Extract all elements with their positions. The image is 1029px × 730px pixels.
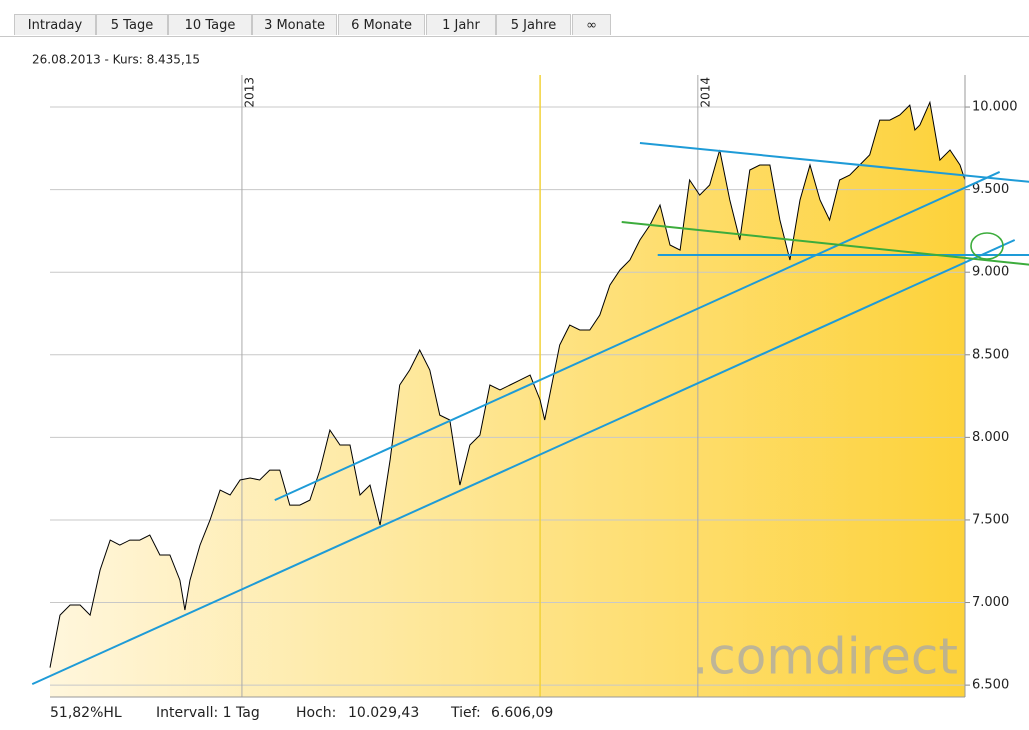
y-tick-label: 7.000 — [972, 595, 1009, 610]
annotation-circle — [970, 232, 1004, 260]
tab-bar: Intraday 5 Tage 10 Tage 3 Monate 6 Monate 1 J… — [0, 0, 1029, 37]
footer-range: 51,82%HL — [50, 705, 122, 721]
price-line — [49, 100, 966, 668]
footer-high: 10.029,43 — [348, 705, 419, 721]
tab[interactable]: 1 Jahr — [426, 14, 496, 35]
footer-low: 6.606,09 — [491, 705, 553, 721]
y-tick-label: 7.500 — [972, 512, 1009, 527]
trendline — [274, 171, 1001, 502]
trendline — [639, 142, 1029, 183]
trendline — [621, 220, 1029, 266]
x-tick-label: 2014 — [698, 77, 712, 108]
footer-high-label: Hoch: — [296, 705, 336, 721]
footer-interval: Intervall: 1 Tag — [156, 705, 260, 721]
trendline — [31, 239, 1016, 686]
watermark: .comdirect — [692, 628, 958, 686]
tab[interactable]: 3 Monate — [252, 14, 337, 35]
tab[interactable]: 10 Tage — [168, 14, 252, 35]
header: 26.08.2013 - Kurs: 8.435,15 — [32, 53, 200, 67]
y-tick-label: 8.000 — [972, 430, 1009, 445]
tab[interactable]: 5 Tage — [96, 14, 168, 35]
x-tick-label: 2013 — [242, 77, 256, 108]
y-tick-label: 6.500 — [972, 678, 1009, 693]
y-tick-label: 9.500 — [972, 182, 1009, 197]
footer-low-label: Tief: — [450, 705, 481, 721]
tab[interactable]: 5 Jahre — [496, 14, 571, 35]
tab[interactable]: ∞ — [572, 14, 611, 35]
y-tick-label: 8.500 — [972, 347, 1009, 362]
y-tick-label: 10.000 — [972, 100, 1018, 115]
y-tick-label: 9.000 — [972, 265, 1009, 280]
tab[interactable]: 6 Monate — [338, 14, 425, 35]
area — [50, 102, 965, 698]
tab[interactable]: Intraday — [14, 14, 96, 35]
